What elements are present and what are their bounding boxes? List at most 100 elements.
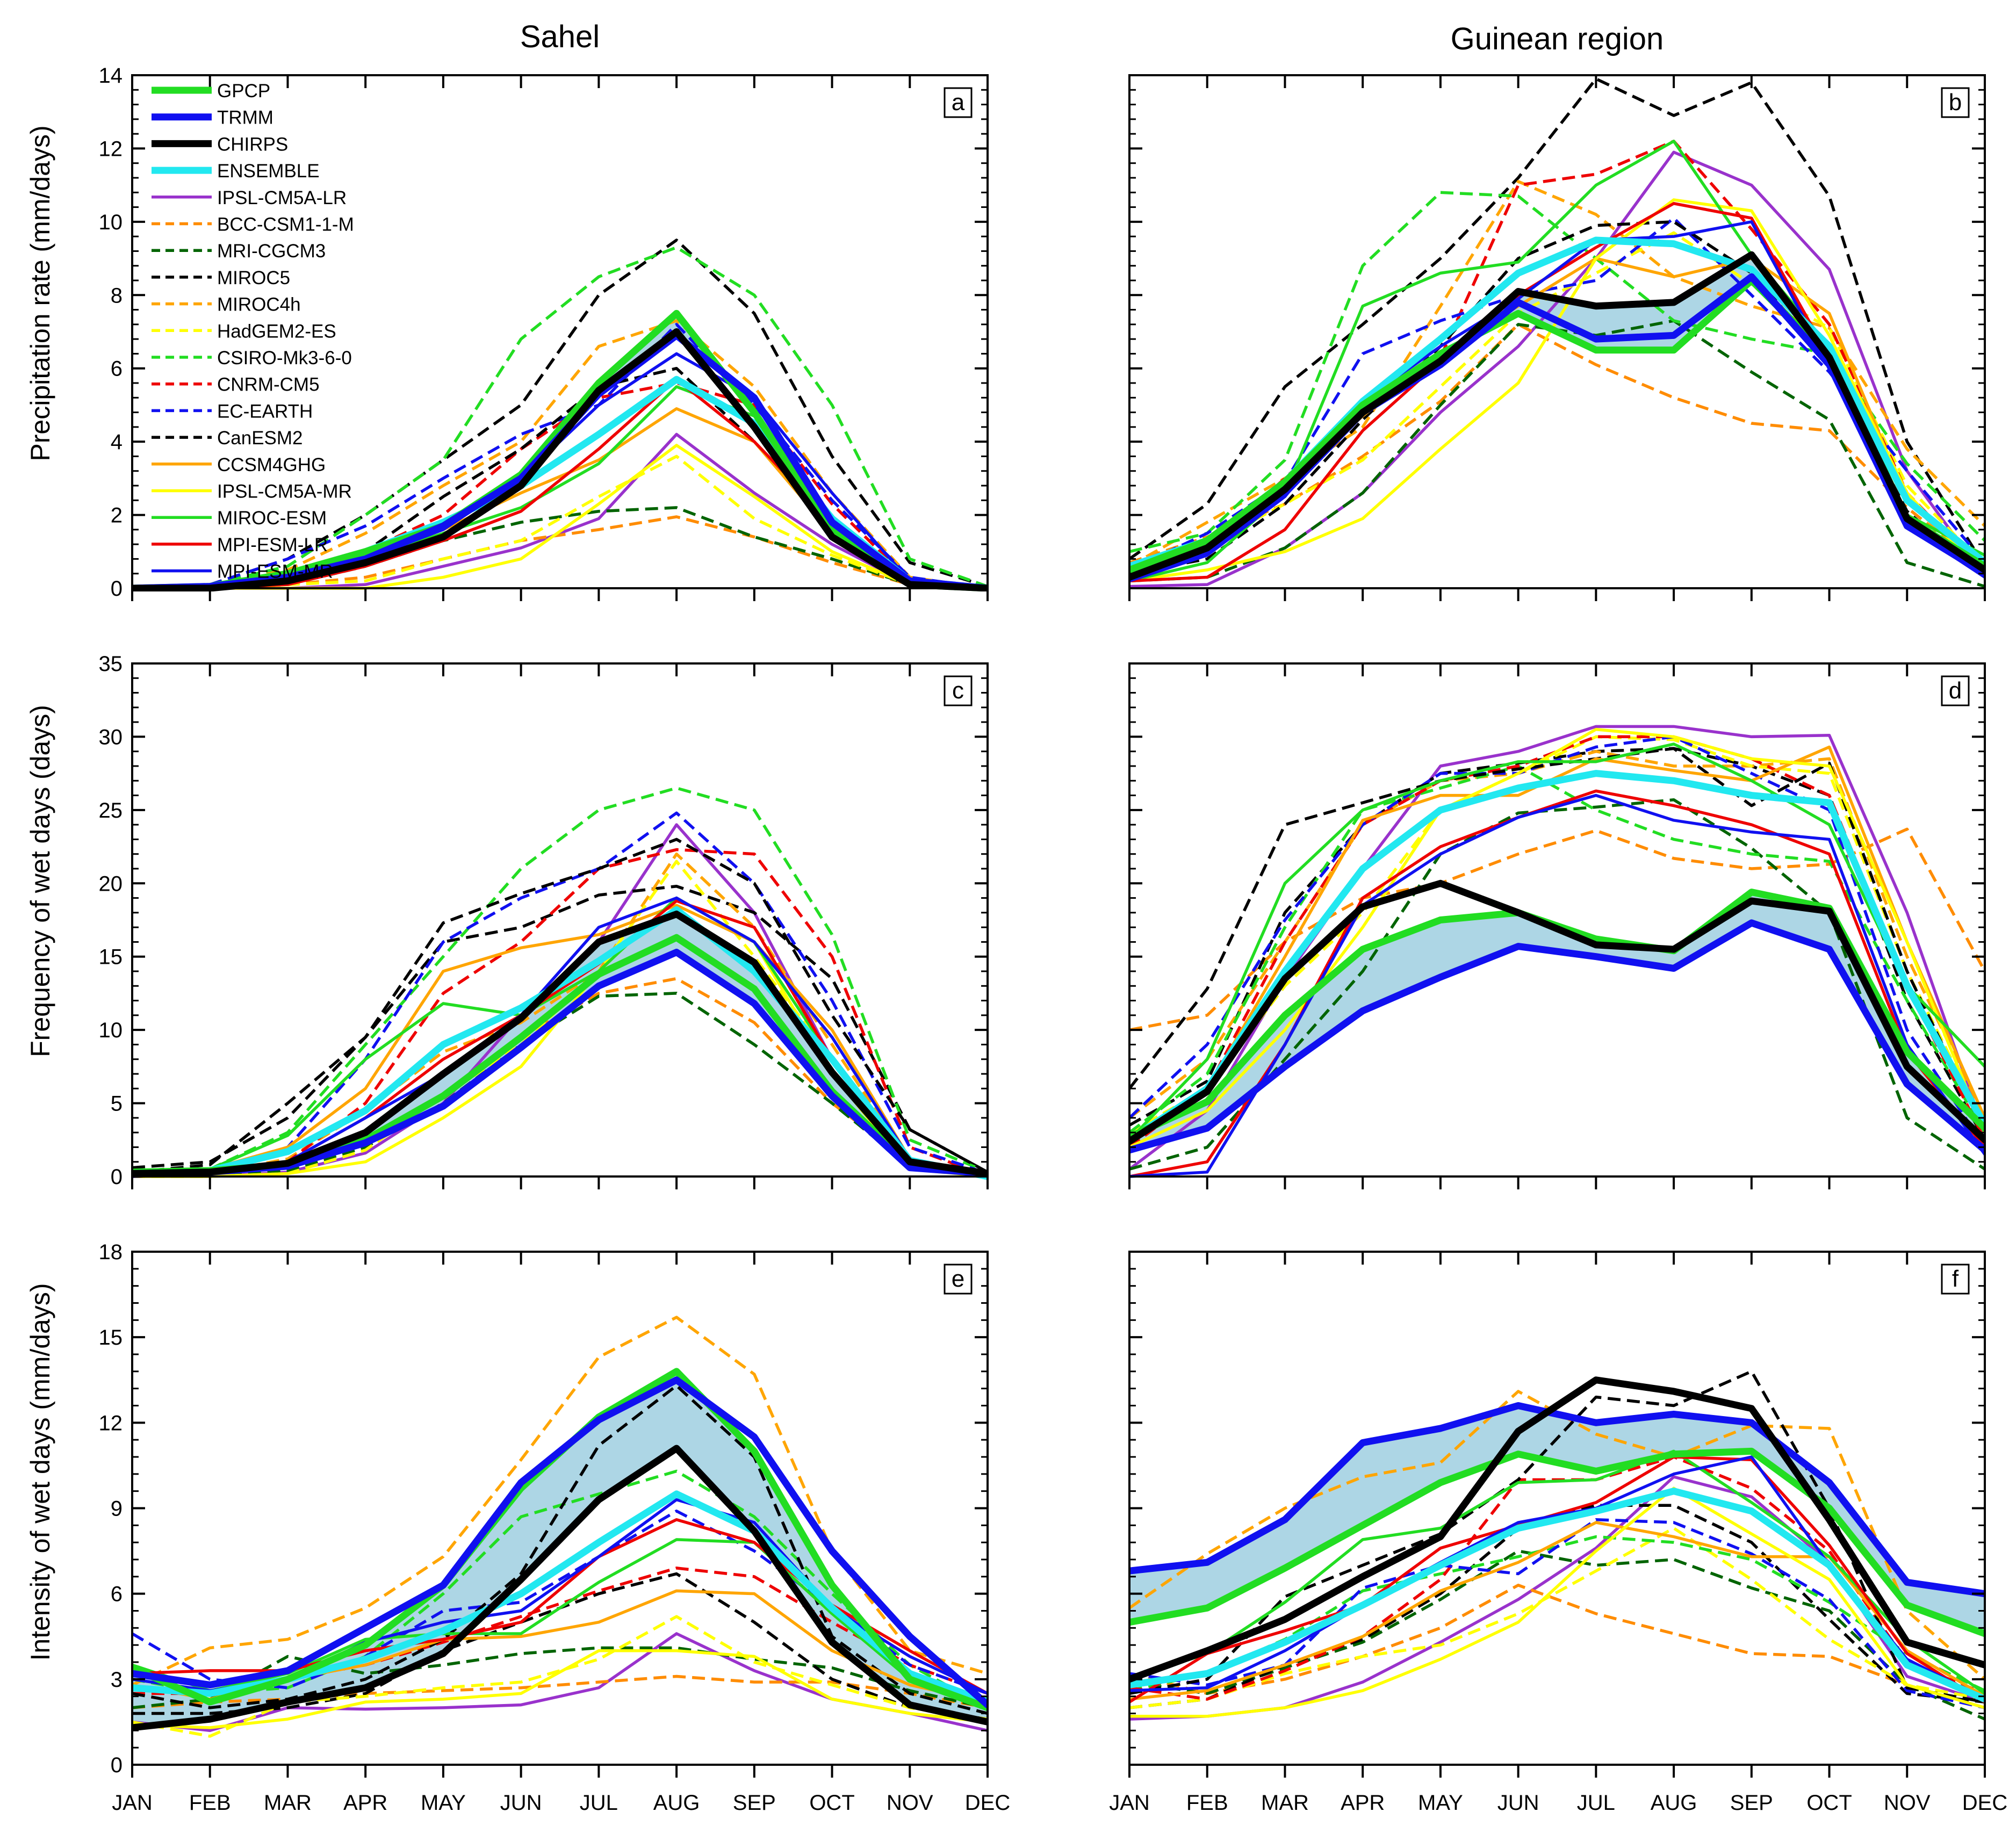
xtick-label-e-apr: APR [343, 1791, 387, 1815]
panel-d-frame [1128, 662, 1986, 1178]
series-line-d-trmm [1129, 919, 1985, 1154]
series-line-d-ipsl-cm5a-mr [1129, 728, 1985, 1149]
legend-item-canesm2: CanESM2 [152, 428, 303, 449]
series-line-e-chirps [132, 1445, 988, 1731]
legend-label-canesm2: CanESM2 [217, 428, 303, 449]
panel-letter-f: f [1952, 1266, 1959, 1292]
xtick-label-f-may: MAY [1418, 1791, 1463, 1815]
ytick-label-a-3: 6 [111, 357, 123, 381]
xtick-label-e-oct: OCT [809, 1791, 854, 1815]
series-line-d-canesm2 [1129, 747, 1985, 1134]
ytick-label-c-0: 0 [111, 1165, 123, 1189]
legend-item-mpi-esm-mr: MPI-ESM-MR [152, 561, 333, 582]
series-line-d-ccsm4ghg [1129, 745, 1985, 1142]
legend-label-csiro-mk3-6-0: CSIRO-Mk3-6-0 [217, 348, 352, 369]
ytick-label-c-7: 35 [99, 652, 123, 676]
series-line-b-bcc-csm1-1-m [1129, 323, 1985, 572]
xtick-label-f-nov: NOV [1884, 1791, 1931, 1815]
panel-b-frame [1128, 74, 1986, 589]
panel-e: 0 3 6 9 12 15 18 JAN FEB MAR APR MAY JUN JUL AUG SEP OCT… [99, 1240, 1011, 1815]
series-line-f-ensemble [1129, 1488, 1985, 1703]
series-line-c-canesm2 [132, 838, 988, 1174]
legend-label-cnrm-cm5: CNRM-CM5 [217, 374, 320, 395]
series-line-b-cnrm-cm5 [1129, 140, 1985, 579]
xtick-label-f-apr: APR [1341, 1791, 1385, 1815]
panel-c-frame [131, 662, 989, 1178]
legend-label-gpcp: GPCP [217, 81, 270, 102]
series-line-d-miroc-esm [1129, 742, 1985, 1142]
legend-item-ipsl-cm5a-mr: IPSL-CM5A-MR [152, 481, 352, 502]
legend-item-trmm: TRMM [152, 107, 273, 128]
xtick-label-e-sep: SEP [733, 1791, 776, 1815]
ytick-label-c-6: 30 [99, 725, 123, 749]
legend-item-gpcp: GPCP [152, 81, 270, 102]
panel-a: 0 2 4 6 8 10 12 14 a [99, 64, 989, 601]
series-line-f-bcc-csm1-1-m [1129, 1584, 1985, 1709]
xtick-label-f-aug: AUG [1651, 1791, 1697, 1815]
ylabel-frequency-text: Frequency of wet days (days) [25, 705, 55, 1057]
series-line-f-ipsl-cm5a-mr [1129, 1486, 1985, 1718]
xtick-label-e-nov: NOV [887, 1791, 933, 1815]
legend-label-mpi-esm-mr: MPI-ESM-MR [217, 561, 333, 582]
column-title-sahel: Sahel [520, 19, 600, 54]
panels-layer: 0 2 4 6 8 10 12 14 a b 0 5 10 15 20 25 30 35 c d 0 3 6 9 12 15 18 J… [99, 64, 2008, 1815]
series-line-b-miroc5 [1129, 77, 1985, 567]
xtick-label-f-dec: DEC [1962, 1791, 2007, 1815]
legend-item-cnrm-cm5: CNRM-CM5 [152, 374, 320, 395]
panel-f: JAN FEB MAR APR MAY JUN JUL AUG SEP OCT NOV DEC f [1109, 1251, 2007, 1815]
legend-label-trmm: TRMM [217, 107, 273, 128]
legend-label-chirps: CHIRPS [217, 134, 288, 155]
series-line-f-miroc4h [1129, 1390, 1985, 1680]
ytick-label-e-6: 18 [99, 1240, 123, 1264]
ytick-label-c-1: 5 [111, 1092, 123, 1116]
panel-a-frame [131, 74, 989, 589]
legend-item-bcc-csm1-1-m: BCC-CSM1-1-M [152, 214, 354, 235]
xtick-label-e-jun: JUN [500, 1791, 542, 1815]
series-line-f-hadgem2-es [1129, 1526, 1985, 1709]
xtick-label-e-aug: AUG [653, 1791, 700, 1815]
xtick-label-f-jul: JUL [1577, 1791, 1615, 1815]
column-title-guinean: Guinean region [1451, 21, 1664, 56]
ytick-label-e-4: 12 [99, 1411, 123, 1435]
xtick-label-e-may: MAY [421, 1791, 466, 1815]
ytick-label-e-5: 15 [99, 1326, 123, 1349]
series-line-e-ipsl-cm5a-mr [132, 1649, 988, 1729]
ytick-label-e-2: 6 [111, 1583, 123, 1606]
legend-label-miroc4h: MIROC4h [217, 294, 301, 315]
legend-label-ec-earth: EC-EARTH [217, 401, 313, 422]
legend-label-hadgem2-es: HadGEM2-ES [217, 321, 336, 342]
ytick-label-a-1: 2 [111, 504, 123, 528]
series-line-c-csiro-mk3-6-0 [132, 786, 988, 1175]
xtick-label-e-dec: DEC [965, 1791, 1010, 1815]
ytick-label-a-0: 0 [111, 577, 123, 601]
panel-d-data [1129, 725, 1985, 1178]
panel-e-obs-spread [132, 1371, 988, 1728]
panel-f-frame [1128, 1251, 1986, 1766]
series-line-a-chirps [132, 328, 988, 591]
legend-label-mpi-esm-lr: MPI-ESM-LR [217, 535, 328, 555]
legend-label-miroc-esm: MIROC-ESM [217, 508, 327, 529]
ylabel-intensity: Intensity of wet days (mm/days) [25, 1283, 55, 1661]
series-line-d-mri-cgcm3 [1129, 798, 1985, 1171]
legend-label-bcc-csm1-1-m: BCC-CSM1-1-M [217, 214, 354, 235]
series-line-d-ensemble [1129, 770, 1985, 1144]
legend-label-ccsm4ghg: CCSM4GHG [217, 454, 326, 475]
series-line-f-miroc-esm [1129, 1449, 1985, 1695]
ytick-label-e-3: 9 [111, 1497, 123, 1521]
series-line-f-trmm [1129, 1402, 1985, 1598]
panel-d: d [1128, 662, 1986, 1189]
ytick-label-a-7: 14 [99, 64, 123, 88]
legend-item-miroc4h: MIROC4h [152, 294, 301, 315]
panel-c: 0 5 10 15 20 25 30 35 c [99, 652, 989, 1189]
xtick-label-f-feb: FEB [1186, 1791, 1228, 1815]
ytick-label-a-2: 4 [111, 430, 123, 454]
panel-letter-box-b [1941, 87, 1970, 118]
ytick-label-c-2: 10 [99, 1019, 123, 1042]
panel-letter-box-e [944, 1264, 973, 1295]
ytick-label-c-4: 20 [99, 872, 123, 896]
series-line-c-chirps [132, 911, 988, 1178]
panel-e-data [132, 1316, 988, 1738]
series-line-d-mpi-esm-mr [1129, 793, 1985, 1178]
panel-letter-e: e [952, 1266, 964, 1292]
panel-b-data [1129, 77, 1985, 588]
